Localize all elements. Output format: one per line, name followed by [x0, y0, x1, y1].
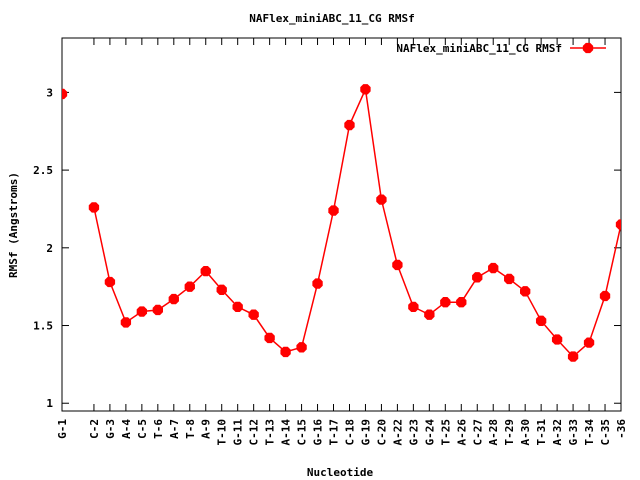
x-axis-ticks: G-1 C-2 G-3 A-4 C-5 T-6 A-7 T-8 A-9 T-10 G-11 C-12 T…: [56, 38, 628, 446]
data-point: [440, 297, 451, 308]
x-tick-label: -36: [615, 419, 628, 439]
legend: NAFlex_miniABC_11_CG RMSf: [396, 42, 606, 55]
data-point: [599, 290, 611, 302]
data-point: [168, 293, 179, 305]
chart-title: NAFlex_miniABC_11_CG RMSf: [249, 12, 415, 25]
y-tick-label: 1.5: [33, 320, 53, 333]
x-tick-label: T-13: [264, 419, 277, 446]
data-point: [312, 278, 323, 289]
x-tick-label: T-17: [328, 419, 341, 446]
x-tick-label: T-8: [184, 419, 197, 439]
x-tick-label: C-15: [296, 419, 309, 446]
x-tick-label: G-19: [360, 419, 373, 446]
x-tick-label: C-20: [375, 419, 388, 446]
x-tick-label: G-1: [56, 419, 69, 439]
x-tick-label: A-28: [487, 419, 500, 446]
data-point: [120, 317, 132, 328]
data-point: [344, 119, 355, 131]
x-tick-label: A-30: [519, 419, 532, 446]
plot-area: [62, 84, 640, 362]
x-tick-label: T-10: [216, 419, 229, 446]
data-point: [456, 297, 467, 308]
x-tick-label: G-16: [312, 419, 325, 446]
data-point: [551, 334, 563, 345]
x-tick-label: G-33: [567, 419, 580, 446]
data-point: [280, 346, 291, 358]
data-point: [200, 265, 211, 277]
data-point: [88, 202, 100, 213]
x-tick-label: T-34: [583, 419, 596, 446]
x-tick-label: C-2: [88, 419, 101, 439]
data-point: [152, 304, 163, 316]
legend-marker-swatch: [582, 42, 594, 54]
data-point: [567, 351, 579, 362]
data-point: [488, 262, 499, 274]
data-point: [328, 205, 339, 216]
y-tick-label: 1: [46, 397, 53, 410]
x-tick-label: C-35: [599, 419, 612, 446]
plot-frame: [61, 37, 622, 412]
data-point: [360, 84, 371, 95]
x-tick-label: A-4: [120, 419, 133, 439]
data-point: [136, 306, 148, 317]
data-point: [408, 301, 419, 313]
data-point: [248, 309, 259, 320]
data-point: [104, 276, 116, 288]
x-tick-label: C-12: [248, 419, 261, 446]
data-point: [232, 301, 243, 313]
data-point: [504, 273, 515, 285]
data-point: [424, 309, 435, 320]
x-tick-label: A-22: [391, 419, 404, 446]
x-tick-label: G-11: [232, 419, 245, 446]
y-tick-label: 2.5: [33, 164, 53, 177]
x-tick-label: G-3: [104, 419, 117, 439]
x-tick-label: A-7: [168, 419, 181, 439]
series-layer: [62, 84, 640, 362]
x-tick-label: C-5: [136, 419, 149, 439]
data-point: [62, 88, 68, 100]
x-axis-label: Nucleotide: [307, 466, 374, 479]
data-point: [583, 337, 595, 348]
y-axis-ticks: 1 1.5 2 2.5 3: [33, 86, 621, 410]
x-tick-label: T-6: [152, 419, 165, 439]
data-point: [535, 315, 547, 327]
series-line: [93, 86, 621, 358]
y-tick-label: 3: [46, 86, 53, 99]
y-axis-label: RMSf (Angstroms): [7, 172, 20, 278]
x-tick-label: G-23: [407, 419, 420, 446]
data-point: [376, 194, 387, 205]
x-tick-label: A-32: [551, 419, 564, 446]
x-tick-label: T-25: [439, 419, 452, 446]
x-tick-label: A-9: [200, 419, 213, 439]
data-point: [615, 219, 621, 230]
x-tick-label: C-18: [344, 419, 357, 446]
legend-label: NAFlex_miniABC_11_CG RMSf: [396, 42, 562, 55]
x-tick-label: T-31: [535, 419, 548, 446]
data-point: [392, 259, 403, 271]
data-point: [472, 272, 483, 283]
data-point: [296, 342, 307, 353]
x-tick-label: A-14: [280, 419, 293, 446]
data-point: [520, 286, 531, 297]
x-tick-label: T-29: [503, 419, 516, 446]
data-point: [184, 281, 195, 292]
x-tick-label: A-26: [455, 419, 468, 446]
x-tick-label: C-27: [471, 419, 484, 446]
x-tick-label: G-24: [423, 419, 436, 446]
data-point: [264, 332, 275, 344]
data-point: [632, 131, 640, 141]
data-point: [216, 284, 227, 295]
y-tick-label: 2: [46, 242, 53, 255]
